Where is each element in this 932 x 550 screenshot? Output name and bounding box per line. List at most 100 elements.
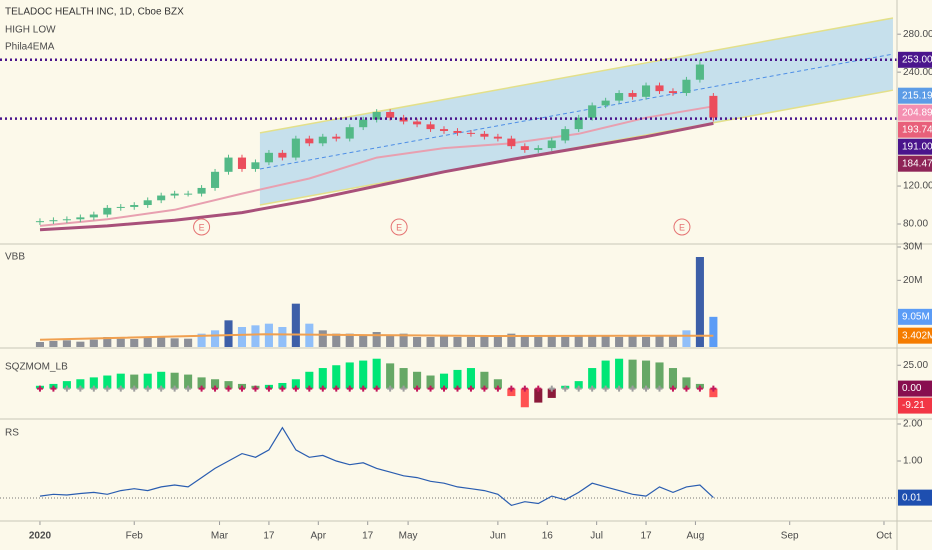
squeeze-cross [441,385,448,392]
bar [399,333,408,347]
bar [103,337,112,347]
x-tick-label: 17 [263,531,275,542]
candle-body [130,205,139,207]
bar [507,333,516,347]
bar [641,360,651,389]
squeeze-cross [481,385,488,392]
squeeze-cross [238,385,245,392]
candle-body [318,136,327,144]
squeeze-cross [117,385,124,392]
bar [76,341,85,347]
bar [372,358,381,389]
candle-body [278,152,287,158]
candle-body [615,93,624,101]
squeeze-cross [212,385,219,392]
bar [197,377,206,389]
candle-body [588,105,597,118]
squeeze-cross [50,385,57,392]
y-tick-label: 2.00 [903,419,923,430]
candle-body [439,129,449,131]
panel-title: VBB [5,252,25,263]
bar [453,337,462,347]
price-tag-label: 3.402M [902,330,932,341]
price-tag [898,308,932,325]
bar [493,379,502,389]
squeeze-cross [629,385,636,392]
squeeze-cross [575,385,582,392]
candle-body [695,64,704,80]
squeeze-cross [535,385,542,392]
bar [318,330,327,347]
x-tick-label: Apr [311,531,327,542]
price-tag-label: 215.19 [902,90,932,101]
channel-edge [259,17,894,134]
squeeze-cross [548,385,555,392]
price-tag-label: -9.21 [902,400,925,411]
candle-body [76,217,85,220]
candle-body [399,117,408,122]
candle-body [534,148,543,150]
labels: TELADOC HEALTH INC, 1D, Cboe BZX HIGH LO… [5,7,932,542]
x-tick-label: 17 [362,531,374,542]
y-tick-label: 240.00 [903,67,932,78]
price-tag [898,121,932,138]
squeeze-cross [683,385,690,392]
x-tick-label: Oct [876,531,892,542]
candle-body [251,162,260,169]
price-tag-label: 253.00 [902,54,932,65]
price-tag [898,489,932,506]
chart-title: TELADOC HEALTH INC, 1D, Cboe BZX [5,7,184,18]
channel-mid [259,53,894,170]
candle-body [561,129,570,141]
bar [291,303,300,347]
bar [305,371,314,389]
candle-body [184,193,193,195]
candle-body [345,127,354,139]
bar [520,335,529,347]
candle-body [668,91,678,94]
bar [615,337,624,347]
squeeze-cross [346,385,353,392]
bar [641,337,651,347]
bar [116,338,125,347]
squeeze-cross [508,385,515,392]
bar [547,388,556,398]
bar [224,320,233,347]
price-tag [898,155,932,172]
bar [332,365,341,389]
channel [259,18,893,206]
price-tag [898,380,932,397]
bar [682,377,691,389]
squeeze-cross [63,385,70,392]
squeeze-cross [616,385,623,392]
y-tick-label: 20M [903,275,922,286]
squeeze-cross [279,385,286,392]
squeeze-cross [171,385,178,392]
bar [130,339,139,347]
candle-body [480,133,489,137]
bar [62,381,71,389]
bar [413,337,422,347]
y-tick-label: 30M [903,242,922,253]
squeeze-cross [158,385,165,392]
bar [35,342,44,347]
candle-body [49,220,58,222]
bar [588,368,597,389]
y-tick-label: 1.00 [903,456,923,467]
candle-body [62,219,71,221]
candle-body [574,117,583,130]
bar [157,371,166,389]
bar [682,330,691,347]
squeeze-cross [185,385,192,392]
squeeze-cross [589,385,596,392]
squeeze-cross [104,385,111,392]
candle-body [197,187,206,194]
squeeze-cross [225,385,232,392]
candle-body [386,112,395,118]
squeeze-cross [414,385,421,392]
squeeze-cross [319,385,326,392]
price-tag-label: 204.89 [902,107,932,118]
squeeze-cross [144,385,151,392]
squeeze-cross [562,385,569,392]
bar [709,388,718,398]
